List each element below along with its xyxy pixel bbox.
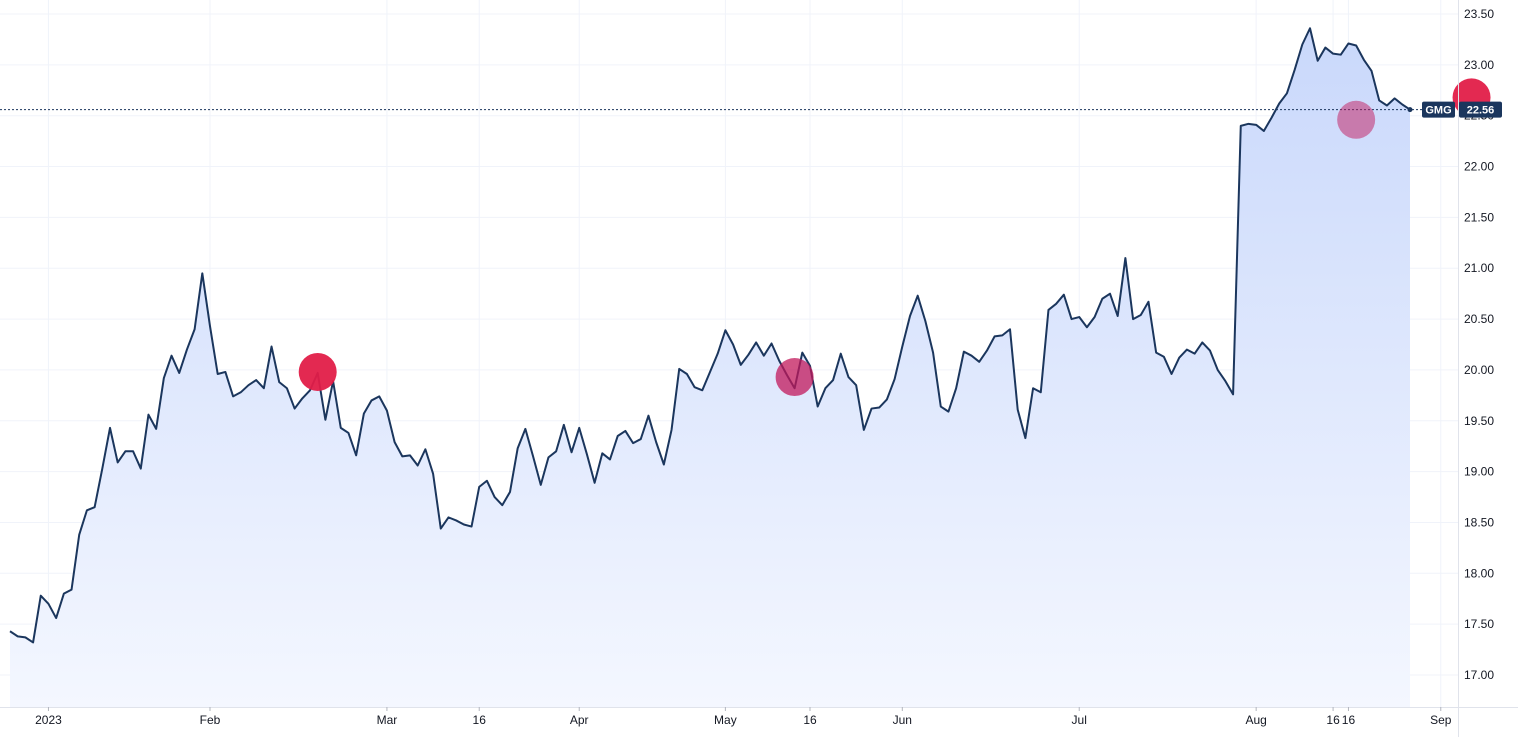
signal-marker-1	[298, 352, 337, 391]
y-tick-label: 19.00	[1464, 465, 1494, 479]
x-tick-label: Feb	[200, 713, 221, 727]
price-area	[10, 28, 1410, 708]
x-tick-label: Jul	[1072, 713, 1087, 727]
price-badge	[1459, 101, 1502, 118]
signal-marker-3	[1337, 100, 1376, 139]
y-tick-label: 18.00	[1464, 566, 1494, 580]
y-tick-label: 17.50	[1464, 617, 1494, 631]
y-tick-label: 19.50	[1464, 414, 1494, 428]
y-tick-label: 18.50	[1464, 515, 1494, 529]
x-tick-label: 16	[1326, 713, 1340, 727]
x-tick-label: May	[714, 713, 737, 727]
y-tick-label: 23.50	[1464, 7, 1494, 21]
y-tick-label: 21.00	[1464, 261, 1494, 275]
y-tick-label: 22.00	[1464, 160, 1494, 174]
last-price-badge: GMG 22.56	[1422, 101, 1502, 118]
symbol-badge	[1422, 101, 1455, 118]
y-tick-label: 17.00	[1464, 668, 1494, 682]
time-axis: 2023 Feb Mar 16 Apr May 16 Jun Jul Aug 16 16 Sep	[35, 707, 1452, 727]
price-line	[9, 27, 1411, 644]
y-tick-label: 23.00	[1464, 58, 1494, 72]
signal-marker-2	[775, 358, 814, 397]
y-tick-label: 20.50	[1464, 312, 1494, 326]
x-tick-label: 16	[1342, 713, 1356, 727]
x-tick-label: Sep	[1430, 713, 1452, 727]
y-tick-label: 20.00	[1464, 363, 1494, 377]
x-tick-label: 16	[803, 713, 817, 727]
x-tick-label: Mar	[377, 713, 398, 727]
x-tick-label: Jun	[893, 713, 912, 727]
x-tick-label: Apr	[570, 713, 589, 727]
price-label: 22.56	[1467, 105, 1495, 117]
x-tick-label: 2023	[35, 713, 62, 727]
symbol-label: GMG	[1425, 105, 1451, 117]
x-tick-label: Aug	[1245, 713, 1266, 727]
y-tick-label: 21.50	[1464, 210, 1494, 224]
x-tick-label: 16	[473, 713, 487, 727]
last-price-dot	[1407, 107, 1413, 113]
